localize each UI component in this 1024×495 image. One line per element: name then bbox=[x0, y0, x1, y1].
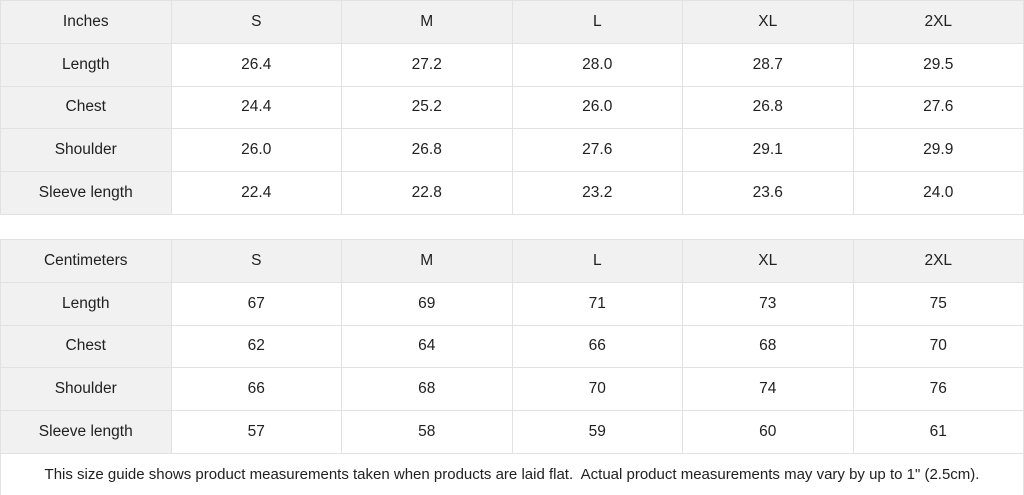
measurement-cell: 68 bbox=[341, 367, 513, 412]
table-row-sleeve-length: Sleeve length 57 58 59 60 61 bbox=[0, 410, 1024, 454]
measurement-cell: 58 bbox=[341, 410, 513, 454]
footer-note: This size guide shows product measuremen… bbox=[0, 453, 1024, 495]
measurement-cell: 76 bbox=[852, 367, 1024, 412]
centimeters-header-row: Centimeters S M L XL 2XL bbox=[0, 238, 1024, 283]
measurement-cell: 26.4 bbox=[170, 42, 342, 87]
measurement-cell: 74 bbox=[682, 367, 854, 412]
measurement-cell: 70 bbox=[852, 324, 1024, 369]
unit-header-centimeters: Centimeters bbox=[0, 238, 172, 283]
row-label: Length bbox=[0, 281, 172, 326]
row-label: Shoulder bbox=[0, 367, 172, 412]
inches-size-table: Inches S M L XL 2XL Length 26.4 27.2 28.… bbox=[0, 0, 1024, 215]
measurement-cell: 24.0 bbox=[852, 171, 1024, 215]
measurement-cell: 26.8 bbox=[341, 128, 513, 173]
row-label: Shoulder bbox=[0, 128, 172, 173]
unit-header-inches: Inches bbox=[0, 0, 172, 44]
table-row-shoulder: Shoulder 26.0 26.8 27.6 29.1 29.9 bbox=[0, 128, 1024, 173]
measurement-cell: 26.8 bbox=[682, 85, 854, 130]
size-header-xl: XL bbox=[682, 0, 854, 44]
measurement-cell: 62 bbox=[170, 324, 342, 369]
measurement-cell: 64 bbox=[341, 324, 513, 369]
measurement-cell: 22.8 bbox=[341, 171, 513, 215]
size-header-2xl: 2XL bbox=[852, 0, 1024, 44]
row-label: Chest bbox=[0, 85, 172, 130]
size-header-m: M bbox=[341, 238, 513, 283]
measurement-cell: 67 bbox=[170, 281, 342, 326]
measurement-cell: 22.4 bbox=[170, 171, 342, 215]
table-row-chest: Chest 24.4 25.2 26.0 26.8 27.6 bbox=[0, 85, 1024, 130]
measurement-cell: 71 bbox=[511, 281, 683, 326]
measurement-cell: 68 bbox=[682, 324, 854, 369]
row-label: Length bbox=[0, 42, 172, 87]
measurement-cell: 25.2 bbox=[341, 85, 513, 130]
table-row-sleeve-length: Sleeve length 22.4 22.8 23.2 23.6 24.0 bbox=[0, 171, 1024, 215]
size-header-2xl: 2XL bbox=[852, 238, 1024, 283]
measurement-cell: 57 bbox=[170, 410, 342, 454]
measurement-cell: 23.2 bbox=[511, 171, 683, 215]
measurement-cell: 59 bbox=[511, 410, 683, 454]
table-row-length: Length 67 69 71 73 75 bbox=[0, 281, 1024, 326]
measurement-cell: 66 bbox=[511, 324, 683, 369]
row-label: Sleeve length bbox=[0, 410, 172, 454]
measurement-cell: 27.6 bbox=[511, 128, 683, 173]
measurement-cell: 29.5 bbox=[852, 42, 1024, 87]
measurement-cell: 66 bbox=[170, 367, 342, 412]
centimeters-size-table: Centimeters S M L XL 2XL Length 67 69 71… bbox=[0, 238, 1024, 454]
measurement-cell: 70 bbox=[511, 367, 683, 412]
measurement-cell: 75 bbox=[852, 281, 1024, 326]
measurement-cell: 29.1 bbox=[682, 128, 854, 173]
measurement-cell: 27.6 bbox=[852, 85, 1024, 130]
table-row-shoulder: Shoulder 66 68 70 74 76 bbox=[0, 367, 1024, 412]
size-header-m: M bbox=[341, 0, 513, 44]
table-row-chest: Chest 62 64 66 68 70 bbox=[0, 324, 1024, 369]
measurement-cell: 69 bbox=[341, 281, 513, 326]
size-header-s: S bbox=[170, 0, 342, 44]
measurement-cell: 23.6 bbox=[682, 171, 854, 215]
table-row-length: Length 26.4 27.2 28.0 28.7 29.5 bbox=[0, 42, 1024, 87]
measurement-cell: 73 bbox=[682, 281, 854, 326]
table-gap bbox=[0, 214, 1024, 239]
measurement-cell: 27.2 bbox=[341, 42, 513, 87]
row-label: Chest bbox=[0, 324, 172, 369]
measurement-cell: 60 bbox=[682, 410, 854, 454]
measurement-cell: 24.4 bbox=[170, 85, 342, 130]
inches-header-row: Inches S M L XL 2XL bbox=[0, 0, 1024, 44]
size-header-xl: XL bbox=[682, 238, 854, 283]
row-label: Sleeve length bbox=[0, 171, 172, 215]
measurement-cell: 61 bbox=[852, 410, 1024, 454]
measurement-cell: 29.9 bbox=[852, 128, 1024, 173]
size-header-l: L bbox=[511, 0, 683, 44]
measurement-cell: 26.0 bbox=[170, 128, 342, 173]
size-header-l: L bbox=[511, 238, 683, 283]
measurement-cell: 28.0 bbox=[511, 42, 683, 87]
measurement-cell: 28.7 bbox=[682, 42, 854, 87]
size-header-s: S bbox=[170, 238, 342, 283]
measurement-cell: 26.0 bbox=[511, 85, 683, 130]
